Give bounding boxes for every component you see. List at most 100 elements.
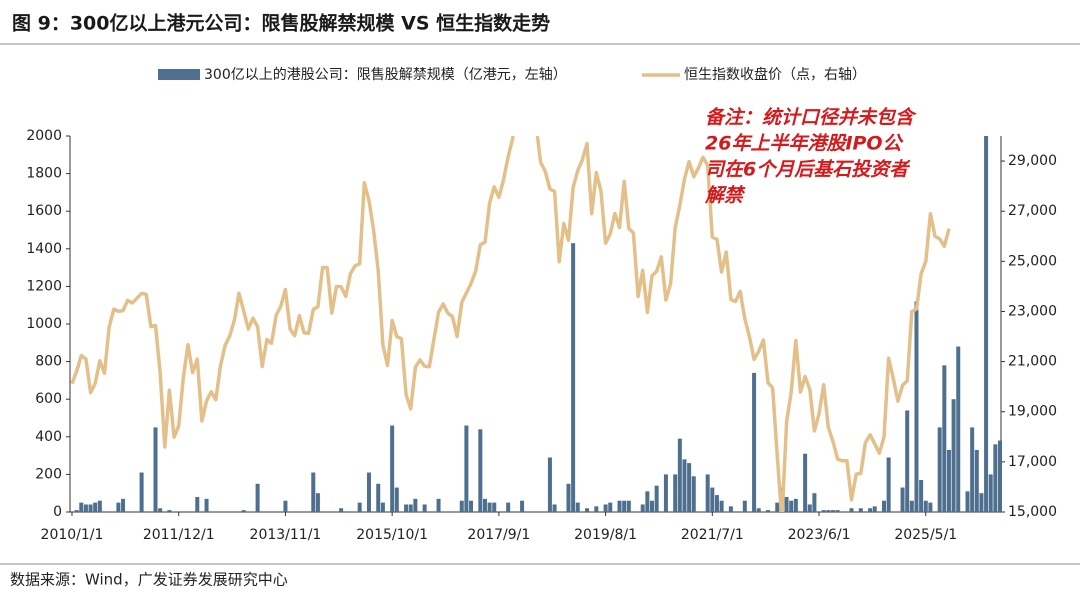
y2-tick-label: 27,000	[1008, 203, 1057, 219]
x-tick-label: 2019/8/1	[574, 527, 637, 543]
bar	[942, 365, 947, 512]
bar	[914, 301, 919, 512]
bar	[919, 480, 924, 512]
bar	[390, 425, 395, 512]
y-tick-label: 1800	[26, 166, 62, 182]
bar	[79, 502, 84, 512]
bar	[789, 500, 794, 512]
y-tick-label: 400	[35, 429, 62, 445]
bar	[404, 504, 409, 512]
bar	[436, 498, 441, 512]
bar	[728, 506, 733, 512]
bar	[793, 498, 798, 512]
bar	[74, 510, 79, 512]
bar	[742, 500, 747, 512]
y-tick-label: 1200	[26, 278, 62, 294]
bar	[654, 485, 659, 512]
bar	[812, 493, 817, 512]
y2-tick-label: 29,000	[1008, 153, 1057, 169]
bar	[909, 500, 914, 512]
plot-area	[70, 136, 1002, 512]
bar	[459, 500, 464, 512]
bar	[640, 504, 645, 512]
bar	[714, 495, 719, 512]
bar	[645, 491, 650, 512]
bar	[121, 498, 126, 512]
bar	[566, 483, 571, 512]
y2-tick-label: 21,000	[1008, 354, 1057, 370]
bar	[255, 483, 260, 512]
bar	[608, 502, 613, 512]
bar	[83, 504, 88, 512]
bar	[682, 459, 687, 512]
bar	[422, 504, 427, 512]
bar	[487, 502, 492, 512]
x-tick-label: 2023/6/1	[788, 527, 851, 543]
bar	[482, 498, 487, 512]
y-tick-label: 1400	[26, 241, 62, 257]
bar	[153, 427, 158, 512]
bar	[357, 502, 362, 512]
y2-tick-label: 23,000	[1008, 303, 1057, 319]
y-tick-label: 1600	[26, 203, 62, 219]
bar	[97, 500, 102, 512]
bar	[552, 504, 557, 512]
bar	[376, 483, 381, 512]
bar	[626, 500, 631, 512]
source: 数据来源：Wind，广发证券发展研究中心	[10, 571, 288, 589]
chart-title: 图 9：300亿以上港元公司：限售股解禁规模 VS 恒生指数走势	[12, 12, 550, 35]
bar	[830, 510, 835, 512]
line	[70, 136, 951, 512]
x-tick-label: 2013/11/1	[250, 527, 322, 543]
bar	[663, 474, 668, 512]
bar	[998, 440, 1002, 512]
bar	[803, 453, 808, 512]
bar	[506, 502, 511, 512]
bar	[970, 427, 975, 512]
bar	[766, 510, 770, 512]
bar	[710, 487, 715, 512]
bar	[380, 502, 385, 512]
bar	[835, 510, 840, 512]
bar	[622, 500, 627, 512]
bar	[974, 449, 979, 512]
bar	[946, 449, 951, 512]
annotation: 26年上半年港股IPO公	[705, 133, 904, 155]
y-tick-label: 2000	[26, 128, 62, 144]
bar	[872, 506, 877, 512]
bar	[882, 500, 886, 512]
bar	[204, 498, 209, 512]
y2-tick-label: 19,000	[1008, 404, 1057, 420]
bar	[691, 476, 696, 512]
bar	[858, 508, 863, 512]
bar	[677, 438, 682, 512]
bar	[807, 504, 812, 512]
y-tick-label: 800	[35, 354, 62, 370]
bar	[283, 500, 288, 512]
bar	[784, 496, 789, 512]
bar	[928, 502, 933, 512]
bar	[965, 491, 970, 512]
bar	[571, 243, 576, 512]
bar	[547, 457, 552, 512]
bar	[905, 410, 910, 512]
bar	[956, 346, 961, 512]
bar	[603, 504, 608, 512]
x-tick-label: 2010/1/1	[41, 527, 104, 543]
y2-tick-label: 25,000	[1008, 253, 1057, 269]
bar	[464, 425, 469, 512]
bar	[311, 472, 316, 512]
bar	[492, 502, 497, 512]
bar	[868, 508, 873, 512]
bar	[478, 429, 483, 512]
bar	[650, 500, 654, 512]
bar	[923, 500, 928, 512]
y-tick-label: 200	[35, 466, 62, 482]
x-tick-label: 2025/5/1	[894, 527, 957, 543]
bar	[979, 493, 984, 512]
annotation: 司在6个月后基石投资者	[705, 159, 911, 181]
x-tick-label: 2011/12/1	[143, 527, 215, 543]
bar	[826, 510, 831, 512]
bar	[413, 498, 418, 512]
bar	[687, 463, 692, 512]
